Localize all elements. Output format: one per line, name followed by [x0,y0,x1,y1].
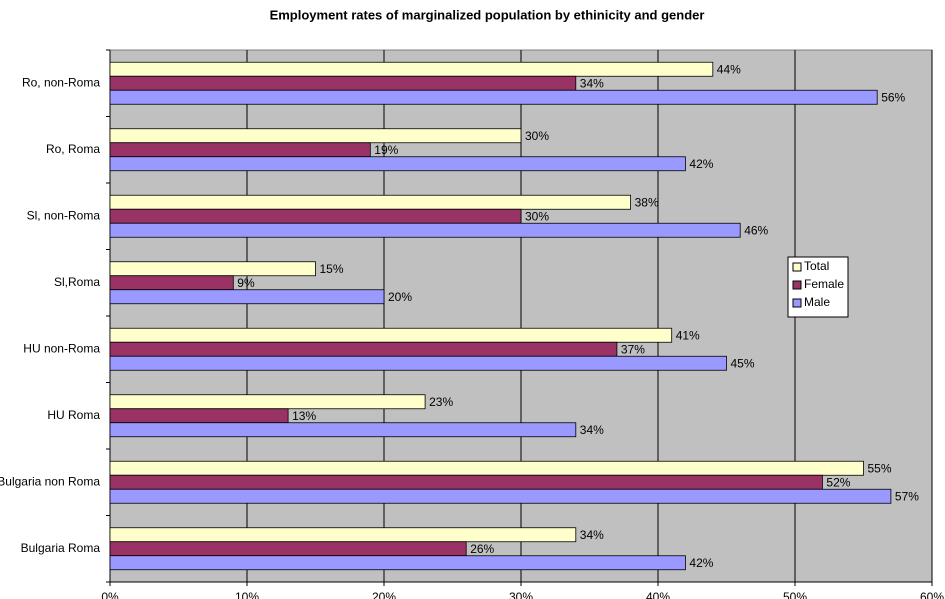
bar [109,61,714,77]
x-tick-label: 20% [372,590,396,599]
legend-label: Male [804,295,830,309]
bar [109,488,892,504]
bar [109,289,385,305]
y-tick-label: Ro, non-Roma [22,75,100,89]
data-label: 23% [429,395,453,409]
bar [109,156,686,172]
y-tick-label: Ro, Roma [46,142,100,156]
data-label: 56% [881,90,905,104]
x-tick-label: 0% [101,590,119,599]
data-label: 26% [470,542,494,556]
y-tick-label: Bulgaria non Roma [0,474,100,488]
data-label: 38% [635,195,659,209]
data-label: 41% [676,328,700,342]
bar [109,474,823,490]
bar [109,75,577,91]
data-label: 42% [689,157,713,171]
x-tick-label: 50% [783,590,807,599]
bar [109,355,727,371]
chart-title: Employment rates of marginalized populat… [270,7,705,22]
y-tick-label: Sl,Roma [54,275,100,289]
bar [109,422,577,438]
legend-label: Total [804,259,829,273]
bar [109,128,522,144]
data-label: 57% [895,489,919,503]
x-tick-label: 40% [646,590,670,599]
data-label: 15% [320,262,344,276]
data-label: 46% [744,223,768,237]
data-label: 9% [237,276,255,290]
x-tick-label: 30% [509,590,533,599]
legend-swatch [792,280,802,290]
bar [109,142,371,158]
data-label: 34% [580,528,604,542]
bar [109,527,577,543]
data-label: 52% [826,475,850,489]
bar [109,275,234,291]
bar [109,408,289,424]
bar [109,261,316,277]
data-label: 19% [374,143,398,157]
legend-swatch [792,262,802,272]
bar [109,222,741,238]
x-tick-label: 60% [920,590,944,599]
data-label: 55% [868,461,892,475]
data-label: 34% [580,76,604,90]
data-label: 13% [292,409,316,423]
bar [109,194,631,210]
bar [109,341,618,357]
data-label: 20% [388,290,412,304]
bar [109,208,522,224]
bar [109,89,878,105]
data-label: 42% [689,556,713,570]
bar [109,555,686,571]
y-tick-label: Sl, non-Roma [27,208,101,222]
x-tick-label: 10% [235,590,259,599]
bar [109,541,467,557]
bar [109,327,673,343]
data-label: 30% [525,209,549,223]
y-tick-label: HU non-Roma [23,341,100,355]
legend-label: Female [804,277,844,291]
data-label: 44% [717,62,741,76]
bar [109,394,426,410]
data-label: 45% [731,356,755,370]
data-label: 34% [580,423,604,437]
legend-swatch [792,298,802,308]
data-label: 37% [621,342,645,356]
bar [109,460,864,476]
y-tick-label: HU Roma [47,408,100,422]
y-tick-label: Bulgaria Roma [21,541,101,555]
data-label: 30% [525,129,549,143]
